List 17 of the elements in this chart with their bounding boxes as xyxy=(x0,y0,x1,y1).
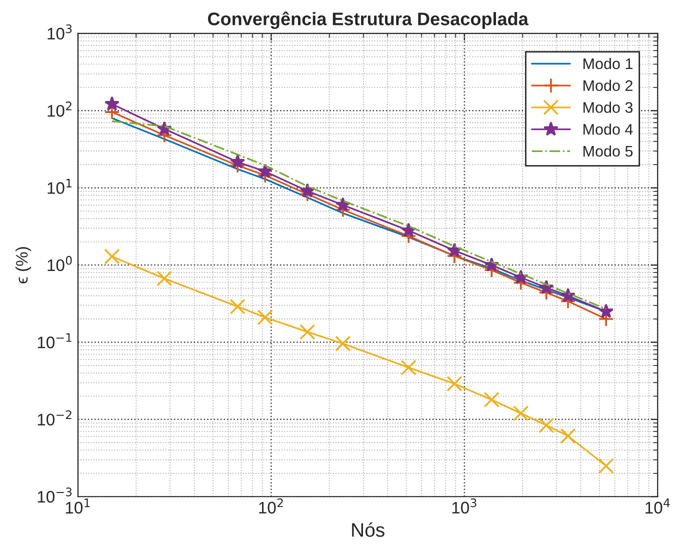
chart-title: Convergência Estrutura Desacoplada xyxy=(208,12,528,29)
legend-label: Modo 3 xyxy=(584,102,633,113)
y-tick-label: 10$^{2}$ xyxy=(48,102,72,117)
x-axis-title: Nós xyxy=(352,522,384,537)
legend-label: Modo 2 xyxy=(584,80,632,92)
y-tick-label: 10$^{1}$ xyxy=(48,178,72,194)
x-tick-label: 10$^{2}$ xyxy=(259,498,283,514)
x-tick-label: 10$^{4}$ xyxy=(646,498,670,514)
legend-label: Modo 5 xyxy=(584,145,633,157)
x-tick-label: 10$^{3}$ xyxy=(452,498,476,514)
y-tick-label: 10$^{0}$ xyxy=(48,256,72,272)
y-tick-label: 10$^{−2}$ xyxy=(38,410,72,426)
legend-label: Modo 4 xyxy=(584,124,633,135)
legend-label: Modo 1 xyxy=(584,58,632,70)
y-axis-title: ϵ (%) xyxy=(16,247,32,284)
y-tick-label: 10$^{3}$ xyxy=(48,24,72,40)
y-tick-label: 10$^{−1}$ xyxy=(38,333,72,348)
